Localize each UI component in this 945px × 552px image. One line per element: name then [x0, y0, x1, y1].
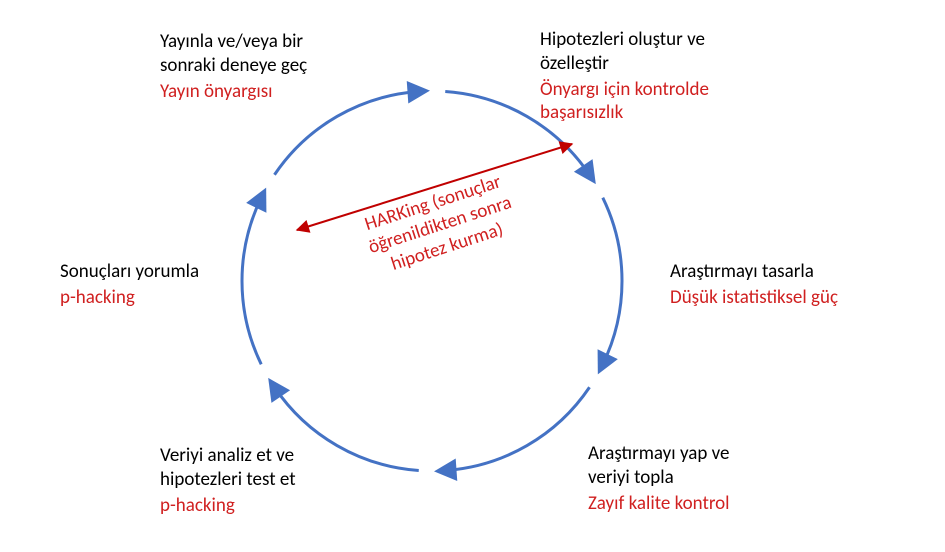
node-bias-text: p-hacking [60, 286, 270, 310]
cycle-arc [274, 91, 418, 174]
cycle-arc [445, 387, 589, 470]
node-main-text: Veriyi analiz et vehipotezleri test et [160, 444, 400, 492]
node-bias-text: Yayın önyargısı [160, 80, 400, 104]
cycle-node-publish: Yayınla ve/veya birsonraki deneye geçYay… [160, 30, 400, 103]
cycle-node-interpret: Sonuçları yorumlap-hacking [60, 260, 270, 310]
node-bias-text: Düşük istatistiksel güç [670, 286, 930, 310]
cycle-arcs [242, 91, 622, 470]
node-main-text: Sonuçları yorumla [60, 260, 270, 284]
cycle-node-design: Araştırmayı tasarlaDüşük istatistiksel g… [670, 260, 930, 310]
node-bias-text: p-hacking [160, 494, 400, 518]
cycle-arc [603, 198, 622, 365]
node-bias-text: Önyargı için kontroldebaşarısızlık [540, 78, 800, 126]
node-main-text: Araştırmayı yap veveriyi topla [588, 442, 848, 490]
node-bias-text: Zayıf kalite kontrol [588, 492, 848, 516]
cycle-node-conduct: Araştırmayı yap veveriyi toplaZayıf kali… [588, 442, 848, 515]
cycle-node-hypotheses: Hipotezleri oluştur veözelleştirÖnyargı … [540, 28, 800, 125]
node-main-text: Yayınla ve/veya birsonraki deneye geç [160, 30, 400, 78]
cycle-node-analyze: Veriyi analiz et vehipotezleri test etp-… [160, 444, 400, 517]
node-main-text: Hipotezleri oluştur veözelleştir [540, 28, 800, 76]
node-main-text: Araştırmayı tasarla [670, 260, 930, 284]
cycle-diagram: Hipotezleri oluştur veözelleştirÖnyargı … [0, 0, 945, 552]
